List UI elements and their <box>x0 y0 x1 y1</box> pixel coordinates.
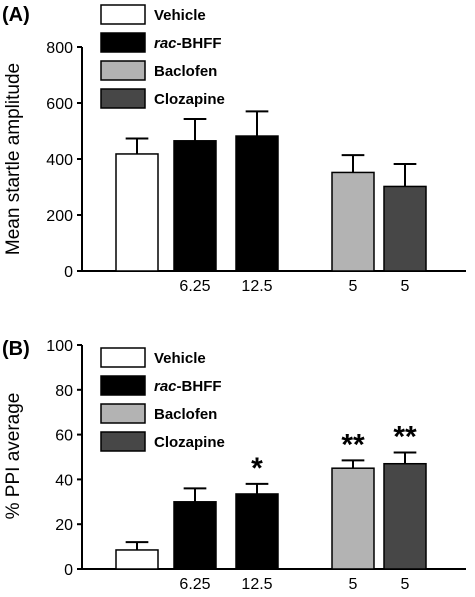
panel-a-bar-5 <box>383 185 427 272</box>
panel-a-bar-4 <box>331 171 375 272</box>
panel-a-category-label: 5 <box>401 278 410 295</box>
panel-a-y-tick-label: 600 <box>46 96 73 113</box>
panel-b-y-tick-label: 0 <box>64 562 73 579</box>
panel-a-legend-label: Vehicle <box>154 7 206 24</box>
panel-a-bar-3 <box>235 135 279 272</box>
panel-b-significance-mark: ** <box>341 428 365 461</box>
panel-a-category-label: 12.5 <box>241 278 272 295</box>
panel-b-bar-4 <box>331 467 375 570</box>
panel-b-y-tick-label: 20 <box>55 517 73 534</box>
panel-a-legend-label: rac-BHFF <box>154 35 222 52</box>
panel-b-legend-label: Baclofen <box>154 406 217 423</box>
panel-b-legend-label: Vehicle <box>154 350 206 367</box>
panel-b-legend-label: rac-BHFF <box>154 378 222 395</box>
panel-a-y-axis-label: Mean startle amplitude <box>3 63 24 255</box>
panel-b-legend-label: Clozapine <box>154 434 225 451</box>
panel-b-legend-swatch <box>100 403 146 424</box>
panel-a-y-tick-label: 800 <box>46 40 73 57</box>
panel-b-legend-swatch <box>100 375 146 396</box>
panel-a-bar-1 <box>115 153 159 272</box>
panel-b-significance-mark: ** <box>393 421 417 454</box>
panel-a-y-tick-label: 400 <box>46 152 73 169</box>
panel-a-legend-swatch <box>100 88 146 109</box>
panel-b-bar-1 <box>115 549 159 570</box>
panel-b-bar-3 <box>235 493 279 570</box>
panel-b-legend-swatch <box>100 347 146 368</box>
panel-a-legend-swatch <box>100 60 146 81</box>
panel-a-category-label: 5 <box>349 278 358 295</box>
panel-b-category-label: 12.5 <box>241 576 272 593</box>
panel-b-bar-2 <box>173 501 217 570</box>
panel-b-category-label: 5 <box>401 576 410 593</box>
panel-b-y-tick-label: 60 <box>55 428 73 445</box>
panel-b-y-tick-label: 100 <box>46 338 73 355</box>
panel-a-legend-label: Baclofen <box>154 63 217 80</box>
panel-b-y-axis-label: % PPI average <box>3 393 24 520</box>
panel-a: (A) Mean startle amplitude 0 200 400 600 800… <box>2 4 466 295</box>
panel-a-legend-label: Clozapine <box>154 91 225 108</box>
panel-b-category-label: 5 <box>349 576 358 593</box>
panel-a-bar-2 <box>173 140 217 272</box>
panel-b-category-label: 6.25 <box>179 576 210 593</box>
panel-b-legend-swatch <box>100 431 146 452</box>
panel-b-significance-mark: * <box>251 452 263 485</box>
panel-b-label: (B) <box>2 338 30 360</box>
panel-a-label: (A) <box>2 4 30 26</box>
panel-a-category-label: 6.25 <box>179 278 210 295</box>
panel-b: (B) % PPI average 0 20 40 60 80 100 6.25 12.5 * 5… <box>2 338 466 593</box>
panel-a-legend-swatch <box>100 32 146 53</box>
panel-a-y-tick-label: 200 <box>46 208 73 225</box>
panel-b-y-tick-label: 80 <box>55 383 73 400</box>
panel-a-legend-swatch <box>100 4 146 25</box>
panel-b-y-tick-label: 40 <box>55 472 73 489</box>
panel-b-bar-5 <box>383 462 427 570</box>
panel-a-y-tick-label: 0 <box>64 264 73 281</box>
